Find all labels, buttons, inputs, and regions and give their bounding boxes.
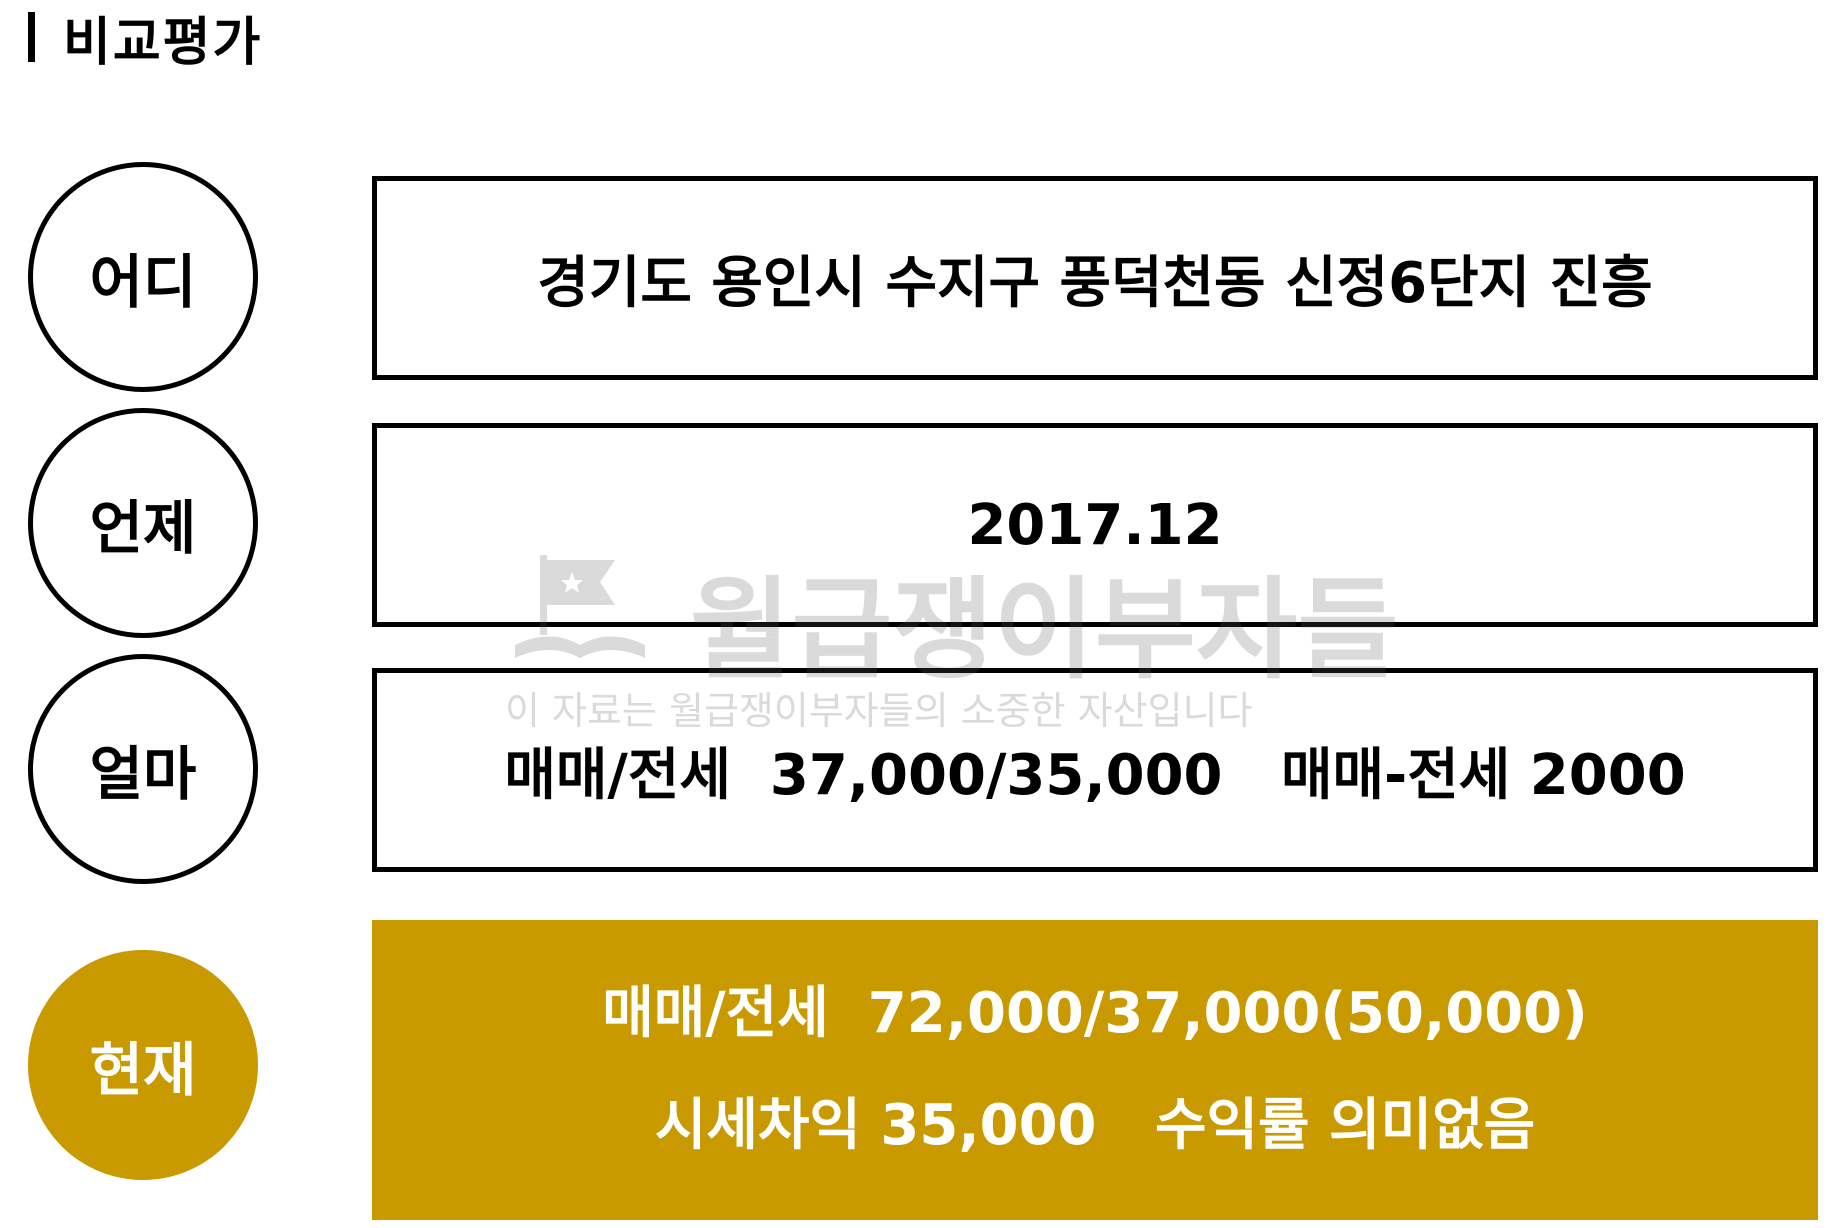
- label-circle-when: 언제: [28, 408, 258, 638]
- current-price-line: 매매/전세 72,000/37,000(50,000): [602, 958, 1587, 1070]
- label-circle-current: 현재: [28, 950, 258, 1180]
- header-accent-bar: [28, 12, 35, 62]
- content-box-current: 매매/전세 72,000/37,000(50,000) 시세차익 35,000 …: [372, 920, 1818, 1220]
- page-title: 비교평가: [63, 0, 262, 75]
- content-box-date: 2017.12: [372, 423, 1818, 627]
- content-box-price: 매매/전세 37,000/35,000 매매-전세 2000: [372, 668, 1818, 872]
- label-circle-how-much: 얼마: [28, 654, 258, 884]
- section-header: 비교평가: [28, 2, 262, 72]
- label-circle-where: 어디: [28, 162, 258, 392]
- content-box-location: 경기도 용인시 수지구 풍덕천동 신정6단지 진흥: [372, 176, 1818, 380]
- current-profit-line: 시세차익 35,000 수익률 의미없음: [655, 1070, 1535, 1182]
